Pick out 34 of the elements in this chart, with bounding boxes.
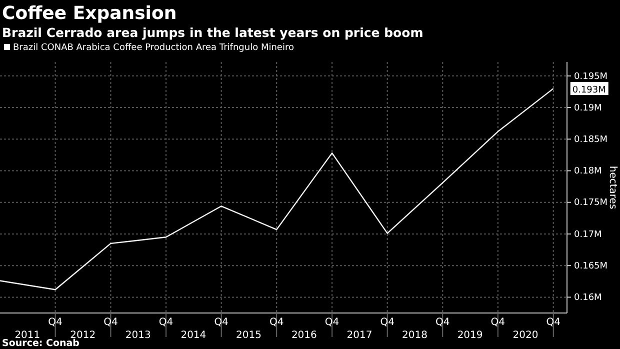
y-tick-label: 0.18M bbox=[574, 166, 602, 177]
y-tick-label: 0.175M bbox=[574, 198, 608, 208]
x2-tick-label: 2011 bbox=[14, 330, 40, 341]
y-tick-label: 0.17M bbox=[574, 230, 602, 240]
x-tick-label: Q4 bbox=[158, 317, 174, 328]
x-tick-label: Q4 bbox=[436, 317, 450, 328]
y-tick-label: 0.16M bbox=[574, 293, 602, 304]
x2-tick-label: 2013 bbox=[125, 330, 151, 341]
y-tick-label: 0.19M bbox=[574, 103, 602, 114]
x2-tick-label: 2015 bbox=[236, 330, 262, 341]
x2-tick-label: 2014 bbox=[180, 330, 206, 341]
chart-subtitle: Brazil Cerrado area jumps in the latest years on price boom bbox=[2, 25, 424, 40]
line-series bbox=[0, 88, 554, 290]
x-tick-label: Q4 bbox=[104, 317, 118, 328]
annotation: 0.193M bbox=[572, 86, 606, 96]
source-note: Source: Conab bbox=[2, 338, 80, 349]
x-tick-label: Q4 bbox=[48, 317, 62, 328]
y-tick-label: 0.165M bbox=[574, 261, 608, 272]
x2-tick-label: 2018 bbox=[402, 330, 428, 341]
y-axis-title: hectares bbox=[607, 166, 618, 210]
x-tick-label: Q4 bbox=[546, 317, 560, 328]
y-tick-label: 0.185M bbox=[574, 135, 608, 146]
legend-label: Brazil CONAB Arabica Coffee Production Area Trifngulo Mineiro bbox=[13, 43, 294, 53]
x-tick-label: Q4 bbox=[269, 317, 284, 328]
x-tick-label: Q4 bbox=[380, 317, 394, 328]
y-tick-label: 0.195M bbox=[574, 72, 608, 82]
x2-tick-label: 2020 bbox=[512, 330, 538, 341]
x-tick-label: Q4 bbox=[214, 317, 228, 328]
x2-tick-label: 2017 bbox=[346, 330, 372, 341]
x2-tick-label: 2016 bbox=[291, 330, 317, 341]
x2-tick-label: 2019 bbox=[457, 330, 483, 341]
chart-title: Coffee Expansion bbox=[2, 3, 177, 24]
x-tick-label: Q4 bbox=[490, 317, 506, 328]
x-tick-label: Q4 bbox=[324, 317, 340, 328]
